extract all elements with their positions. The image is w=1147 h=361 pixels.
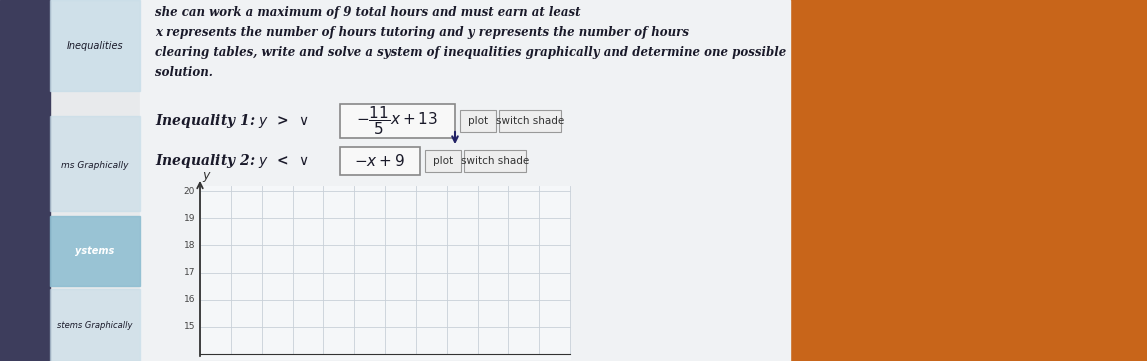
FancyBboxPatch shape xyxy=(465,150,526,172)
Bar xyxy=(50,0,140,91)
Text: 20: 20 xyxy=(184,187,195,196)
Bar xyxy=(140,0,790,361)
Text: she can work a maximum of 9 total hours and must earn at least: she can work a maximum of 9 total hours … xyxy=(155,6,580,19)
Text: solution.: solution. xyxy=(155,66,213,79)
Text: clearing tables, write and solve a system of inequalities graphically and determ: clearing tables, write and solve a syste… xyxy=(155,46,786,59)
Text: Inequality 2: $y$  <  $\vee$: Inequality 2: $y$ < $\vee$ xyxy=(155,152,309,170)
Text: switch shade: switch shade xyxy=(461,156,529,166)
Text: plot: plot xyxy=(468,116,489,126)
Text: plot: plot xyxy=(432,156,453,166)
Text: stems Graphically: stems Graphically xyxy=(57,322,133,331)
FancyBboxPatch shape xyxy=(426,150,461,172)
Text: 18: 18 xyxy=(184,241,195,250)
Text: Inequality 1: $y$  >  $\vee$: Inequality 1: $y$ > $\vee$ xyxy=(155,112,309,130)
Text: $-x+9$: $-x+9$ xyxy=(354,153,406,169)
Text: $-\dfrac{11}{5}x+13$: $-\dfrac{11}{5}x+13$ xyxy=(356,105,438,138)
FancyBboxPatch shape xyxy=(340,147,420,175)
Bar xyxy=(50,116,140,211)
Text: 19: 19 xyxy=(184,214,195,223)
Bar xyxy=(200,186,570,359)
FancyBboxPatch shape xyxy=(460,110,496,132)
Bar xyxy=(50,289,140,361)
Bar xyxy=(50,216,140,286)
FancyBboxPatch shape xyxy=(499,110,561,132)
Text: switch shade: switch shade xyxy=(496,116,564,126)
Bar xyxy=(790,0,1147,361)
Text: x represents the number of hours tutoring and y represents the number of hours: x represents the number of hours tutorin… xyxy=(155,26,689,39)
Bar xyxy=(0,0,50,361)
Text: y: y xyxy=(202,170,210,183)
Text: 17: 17 xyxy=(184,268,195,277)
Text: ms Graphically: ms Graphically xyxy=(61,161,128,170)
Text: Inequalities: Inequalities xyxy=(67,41,124,51)
Text: 15: 15 xyxy=(184,322,195,331)
Text: ystems: ystems xyxy=(76,246,115,256)
FancyBboxPatch shape xyxy=(340,104,455,138)
Text: 16: 16 xyxy=(184,295,195,304)
